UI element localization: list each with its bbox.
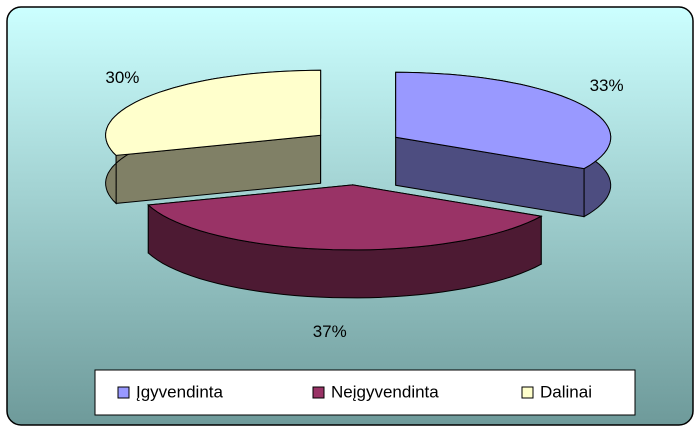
pie xyxy=(105,69,612,299)
data-label: 37% xyxy=(313,322,347,341)
slice xyxy=(395,71,612,170)
legend-label: Dalinai xyxy=(540,382,592,401)
data-label: 30% xyxy=(105,68,139,87)
slice xyxy=(105,69,322,156)
legend-swatch xyxy=(521,386,534,399)
data-label: 33% xyxy=(590,76,624,95)
legend-label: Įgyvendinta xyxy=(136,382,223,401)
legend-swatch xyxy=(312,386,325,399)
slice xyxy=(147,184,543,251)
legend-label: Neįgyvendinta xyxy=(331,382,439,401)
legend xyxy=(94,369,636,416)
legend-swatch xyxy=(117,386,130,399)
